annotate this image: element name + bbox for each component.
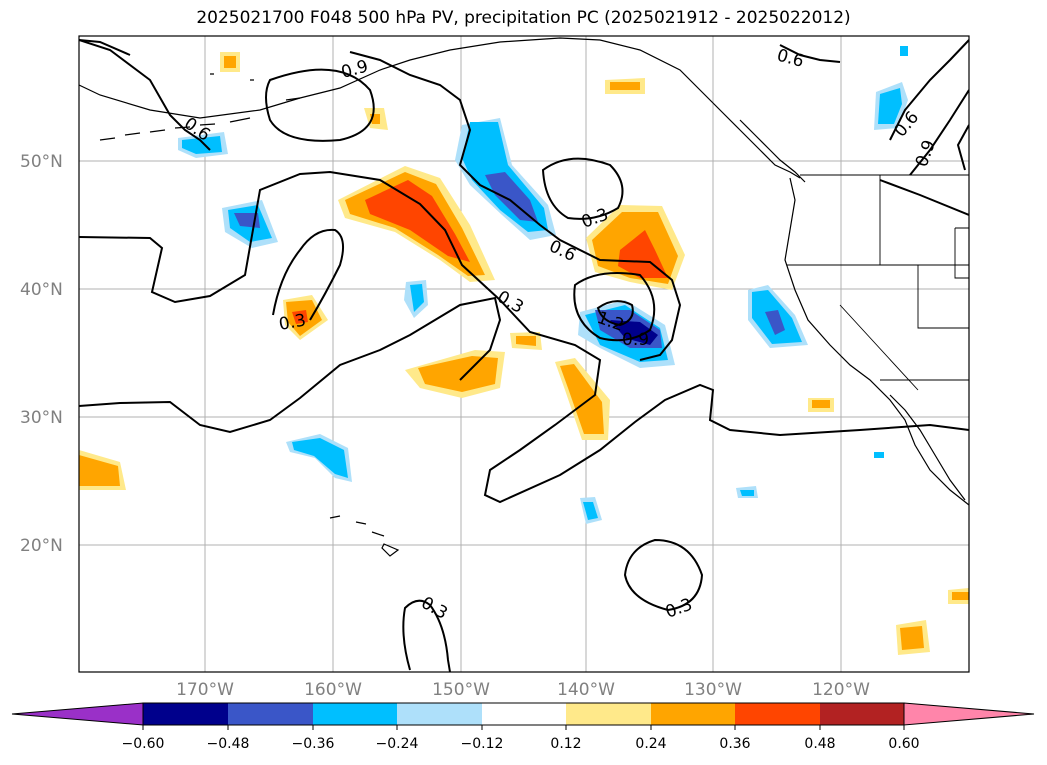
alaska-coast xyxy=(79,37,801,179)
pv-contour xyxy=(879,179,969,216)
contour-label: 0.6 xyxy=(546,236,579,266)
lat-label: 50°N xyxy=(20,152,63,172)
pv-contours xyxy=(79,39,969,672)
lat-label: 20°N xyxy=(20,536,63,556)
colorbar-tick-label: 0.24 xyxy=(635,736,667,752)
contour-label: 0.3 xyxy=(418,593,451,624)
colorbar-tick-label: −0.36 xyxy=(291,736,335,752)
baja-coast xyxy=(889,394,966,501)
colorbar-tick-label: 0.12 xyxy=(550,736,582,752)
precip-blob-negative xyxy=(182,136,222,154)
colorbar-tick-label: −0.24 xyxy=(375,736,419,752)
precip-blob-negative xyxy=(874,452,884,458)
colorbar-segment xyxy=(566,703,651,725)
colorbar-extend-high xyxy=(903,702,1035,726)
colorbar-tick-label: 0.48 xyxy=(804,736,836,752)
colorbar-extend-low xyxy=(11,702,144,726)
colorbar-segment xyxy=(482,703,566,725)
precip-blob-positive xyxy=(365,180,470,262)
lon-label: 120°W xyxy=(812,680,870,700)
precip-blob-negative xyxy=(878,88,902,124)
hawaii-islands xyxy=(329,515,400,557)
lat-label: 30°N xyxy=(20,408,63,428)
precip-blob-negative xyxy=(900,46,908,56)
pv-contour xyxy=(265,68,375,142)
contour-labels: 0.6 0.9 0.6 0.6 0.9 0.3 0.6 0.3 0.3 1.2 … xyxy=(180,46,940,624)
lat-label: 40°N xyxy=(20,280,63,300)
precip-blob-negative xyxy=(765,310,785,335)
pv-contour xyxy=(541,157,624,220)
precip-blob-positive xyxy=(812,400,830,408)
precip-blob-positive xyxy=(900,626,924,650)
colorbar-segment xyxy=(735,703,820,725)
precip-blob-positive xyxy=(516,336,536,346)
pv-contour xyxy=(889,39,969,141)
colorbar-tick-label: −0.60 xyxy=(121,736,165,752)
contour-label: 0.9 xyxy=(622,330,649,350)
colorbar-tick-label: 0.60 xyxy=(888,736,920,752)
gridlines xyxy=(79,36,969,672)
pv-contour xyxy=(909,89,969,176)
colorbar-segment xyxy=(397,703,482,725)
bc-coast xyxy=(739,119,806,183)
map-frame xyxy=(78,35,970,673)
small-island xyxy=(210,73,301,101)
colorbar-segment xyxy=(313,703,397,725)
map-title: 2025021700 F048 500 hPa PV, precipitatio… xyxy=(196,8,851,28)
precip-blob-positive xyxy=(560,364,604,434)
precip-blob-negative xyxy=(583,502,598,520)
precip-blob-positive xyxy=(224,56,236,68)
lon-label: 150°W xyxy=(432,680,490,700)
colorbar-segment xyxy=(651,703,735,725)
west-coast xyxy=(784,177,969,506)
precip-blob-positive xyxy=(418,356,498,392)
precip-blob-negative xyxy=(485,172,538,222)
contour-label: 0.6 xyxy=(775,46,806,72)
precip-blob-positive xyxy=(292,310,308,324)
pv-contour xyxy=(402,599,451,672)
pv-contour xyxy=(956,124,969,171)
colorbar xyxy=(11,702,1035,730)
contour-label: 0.3 xyxy=(277,311,307,335)
pv-contour xyxy=(272,228,345,321)
pv-contour xyxy=(79,39,131,56)
precip-blob-positive xyxy=(79,455,120,486)
pv-contour xyxy=(779,44,841,63)
colorbar-segment xyxy=(228,703,313,725)
pv-contour xyxy=(573,272,656,342)
colorbar-segment xyxy=(820,703,904,725)
colorbar-frame xyxy=(142,702,905,726)
state-borders xyxy=(787,174,969,391)
pv-contour xyxy=(349,51,682,361)
pv-contour xyxy=(623,538,704,612)
precip-blob-negative xyxy=(410,284,424,312)
pv-contour xyxy=(596,300,634,327)
coastlines xyxy=(79,37,969,557)
pv-contour xyxy=(79,296,502,434)
precip-blob-negative xyxy=(740,490,754,496)
colorbar-tick-label: −0.12 xyxy=(460,736,504,752)
lon-label: 140°W xyxy=(557,680,615,700)
pv-contour xyxy=(79,170,969,504)
colorbar-tick-label: −0.48 xyxy=(206,736,250,752)
precip-blob-positive xyxy=(610,82,640,90)
precipitation-shading xyxy=(79,46,969,655)
lon-label: 170°W xyxy=(176,680,234,700)
pv-contour xyxy=(79,39,211,151)
contour-label: 0.9 xyxy=(339,57,370,83)
precip-blob-positive xyxy=(952,592,969,600)
lon-label: 160°W xyxy=(304,680,362,700)
contour-label: 0.3 xyxy=(663,595,695,623)
lon-label: 130°W xyxy=(684,680,742,700)
precip-blob-negative xyxy=(292,438,348,478)
colorbar-segment xyxy=(143,703,228,725)
colorbar-tick-label: 0.36 xyxy=(719,736,751,752)
precip-blob-negative xyxy=(610,320,658,345)
